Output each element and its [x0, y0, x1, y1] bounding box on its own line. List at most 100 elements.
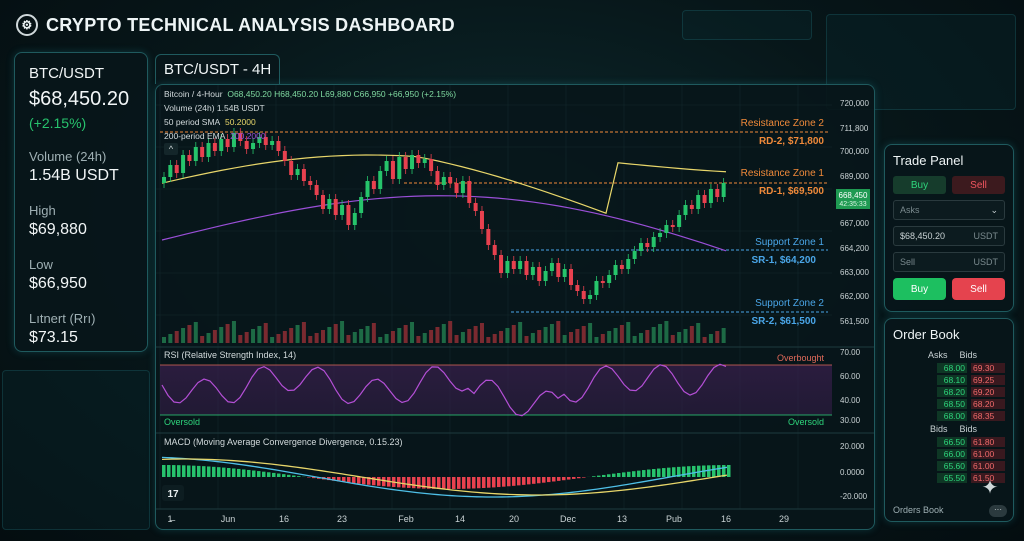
candle-body: [632, 251, 637, 259]
order-book-row[interactable]: 68.20 69.20: [893, 386, 1005, 398]
macd-hist-bar: [642, 470, 646, 477]
volume-bar: [505, 328, 510, 343]
stats-price: $68,450.20: [29, 88, 130, 110]
macd-hist-bar: [552, 477, 556, 482]
macd-hist-bar: [232, 468, 236, 477]
sz1-label: Support Zone 1: [755, 237, 824, 248]
price-axis: 720,000711,800700,000689,000669,000667,0…: [840, 99, 869, 326]
macd-histogram: [162, 465, 731, 489]
macd-hist-bar: [467, 477, 471, 489]
candle-body: [677, 215, 682, 227]
candle-body: [613, 265, 618, 275]
bid-price: 68.20: [971, 399, 1005, 409]
candle-body: [562, 269, 567, 277]
macd-hist-bar: [602, 474, 606, 477]
order-book-row[interactable]: 68.10 69.25: [893, 374, 1005, 386]
sparkle-icon[interactable]: ✦: [981, 477, 999, 499]
chart-panel[interactable]: Resistance Zone 2 RD-2, $71,800 Resistan…: [155, 84, 875, 530]
volume-bar: [416, 336, 421, 343]
ask-price: 68.50: [937, 399, 967, 409]
order-book-row[interactable]: 65.50 61.50: [893, 472, 1005, 484]
order-book-row[interactable]: 65.60 61.00: [893, 460, 1005, 472]
volume-bar: [384, 334, 389, 343]
candle-body: [276, 141, 281, 151]
ask-price: 68.00: [937, 411, 967, 421]
volume-bar: [575, 329, 580, 343]
candle-body: [308, 181, 313, 185]
chart-tab[interactable]: BTC/USDT - 4H: [155, 54, 281, 84]
candle-body: [206, 143, 211, 157]
info-line-1: Bitcoin / 4-Hour O68,450.20 H68,450.20 L…: [164, 89, 457, 99]
candle-body: [371, 181, 376, 189]
macd-hist-bar: [667, 467, 671, 477]
volume-bar: [448, 321, 453, 343]
time-axis-tick: Dec: [560, 514, 577, 524]
price-input[interactable]: $68,450.20 USDT: [893, 226, 1005, 246]
bid-price: 68.35: [971, 411, 1005, 421]
candle-body: [575, 285, 580, 291]
trade-tab-buy[interactable]: Buy: [893, 176, 946, 194]
order-book-row[interactable]: 66.50 61.80: [893, 436, 1005, 448]
candle-body: [340, 205, 345, 215]
macd-hist-bar: [227, 467, 231, 477]
volume-bar: [619, 325, 624, 343]
candle-body: [454, 183, 459, 193]
macd-hist-bar: [372, 477, 376, 486]
sell-amount-input[interactable]: Sell USDT: [893, 252, 1005, 272]
candle-body: [556, 263, 561, 277]
more-icon[interactable]: ···: [989, 505, 1007, 517]
macd-line: [161, 456, 728, 498]
candle-body: [645, 243, 650, 247]
price-axis-tick: 561,500: [840, 317, 869, 326]
macd-hist-bar: [717, 465, 721, 477]
order-book-header-2: Bids Bids: [929, 424, 977, 434]
candle-body: [715, 189, 720, 197]
sr1-label: SR-1, $64,200: [752, 255, 817, 266]
macd-hist-bar: [492, 477, 496, 488]
order-book-row[interactable]: 68.00 69.30: [893, 362, 1005, 374]
bid-price: 61.80: [971, 437, 1005, 447]
order-book-footer[interactable]: Orders Book: [893, 505, 944, 515]
macd-hist-bar: [457, 477, 461, 489]
macd-hist-bar: [267, 472, 271, 477]
sell-button[interactable]: Sell: [952, 278, 1005, 300]
rsi-axis-tick: 60.00: [840, 372, 861, 381]
background-widget: [2, 370, 150, 530]
sell-amount-label: Sell: [900, 257, 916, 267]
trade-tab-sell[interactable]: Sell: [952, 176, 1005, 194]
volume-bar: [626, 322, 631, 343]
gear-icon[interactable]: ⚙: [16, 14, 38, 36]
volume-bar: [231, 321, 236, 343]
collapse-icon[interactable]: ^: [164, 143, 178, 155]
order-book-row[interactable]: 66.00 61.00: [893, 448, 1005, 460]
volume-bar: [308, 336, 313, 343]
macd-hist-bar: [412, 477, 416, 489]
order-book-row[interactable]: 68.00 68.35: [893, 410, 1005, 422]
rsi-axis-tick: 30.00: [840, 416, 861, 425]
volume-bar: [670, 335, 675, 343]
price-chart[interactable]: Resistance Zone 2 RD-2, $71,800 Resistan…: [156, 85, 874, 529]
macd-hist-bar: [402, 477, 406, 488]
macd-hist-bar: [687, 466, 691, 477]
macd-axis-tick: 20.000: [840, 442, 865, 451]
volume-bar: [632, 336, 637, 343]
macd-hist-bar: [507, 477, 511, 487]
price-axis-tick: 720,000: [840, 99, 869, 108]
volume-bar: [162, 337, 166, 343]
macd-hist-bar: [262, 471, 266, 477]
macd-hist-bar: [487, 477, 491, 488]
macd-hist-bar: [537, 477, 541, 484]
volume-bar: [594, 337, 599, 343]
stats-low-label: Low: [29, 257, 53, 272]
volume-bar: [270, 337, 275, 343]
time-axis-tick: 1̶̶: [167, 514, 175, 524]
macd-hist-bar: [472, 477, 476, 489]
candle-body: [486, 229, 491, 245]
candle-body: [174, 165, 179, 173]
order-book-row[interactable]: 68.50 68.20: [893, 398, 1005, 410]
buy-button[interactable]: Buy: [893, 278, 946, 300]
asks-select[interactable]: Asks ⌄: [893, 200, 1005, 220]
volume-bar: [683, 329, 688, 343]
macd-hist-bar: [447, 477, 451, 489]
time-axis-tick: Pub: [666, 514, 682, 524]
